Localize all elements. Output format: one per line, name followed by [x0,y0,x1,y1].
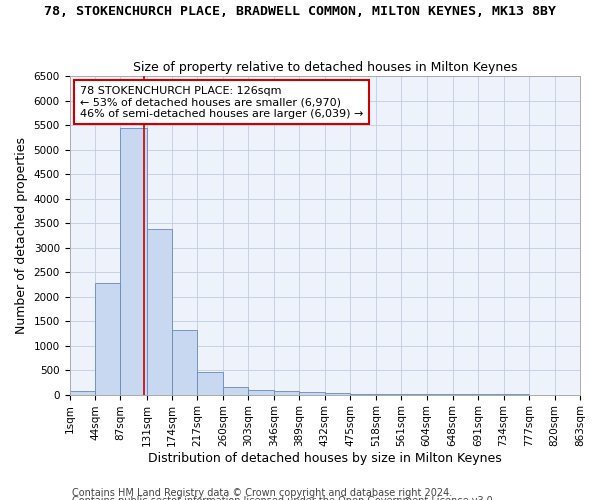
Text: 78, STOKENCHURCH PLACE, BRADWELL COMMON, MILTON KEYNES, MK13 8BY: 78, STOKENCHURCH PLACE, BRADWELL COMMON,… [44,5,556,18]
Text: Contains HM Land Registry data © Crown copyright and database right 2024.: Contains HM Land Registry data © Crown c… [72,488,452,498]
Text: Contains public sector information licensed under the Open Government Licence v3: Contains public sector information licen… [72,496,496,500]
Bar [299,392,325,394]
Bar [172,330,197,394]
X-axis label: Distribution of detached houses by size in Milton Keynes: Distribution of detached houses by size … [148,452,502,465]
Bar [248,390,274,394]
Bar [95,283,121,395]
Bar [146,229,172,394]
Bar [325,393,350,394]
Title: Size of property relative to detached houses in Milton Keynes: Size of property relative to detached ho… [133,60,517,74]
Bar [197,372,223,394]
Bar [70,391,95,394]
Bar [121,128,146,394]
Bar [274,391,299,394]
Y-axis label: Number of detached properties: Number of detached properties [15,137,28,334]
Text: 78 STOKENCHURCH PLACE: 126sqm
← 53% of detached houses are smaller (6,970)
46% o: 78 STOKENCHURCH PLACE: 126sqm ← 53% of d… [80,86,363,119]
Bar [223,387,248,394]
